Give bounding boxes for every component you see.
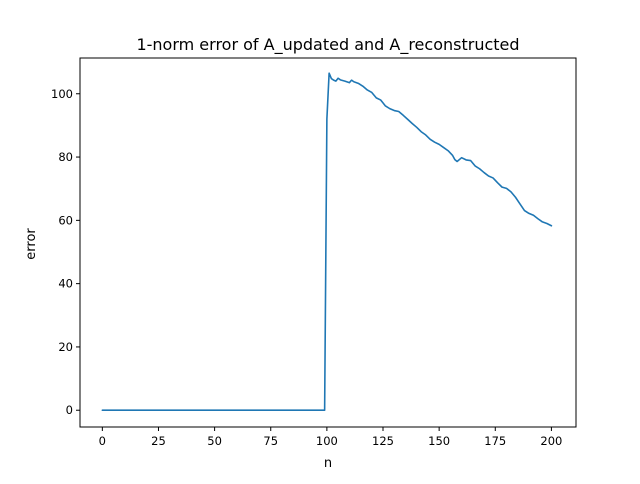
axes-frame <box>79 57 577 428</box>
y-tick-label: 80 <box>58 150 73 164</box>
x-tick-label: 200 <box>540 434 562 448</box>
x-tick-label: 150 <box>428 434 450 448</box>
y-tick-label: 40 <box>58 277 73 291</box>
x-tick-label: 25 <box>151 434 166 448</box>
x-tick-label: 50 <box>207 434 222 448</box>
y-tick-label: 20 <box>58 340 73 354</box>
y-tick-label: 0 <box>66 403 73 417</box>
series-line <box>101 72 553 412</box>
x-axis-label: n <box>324 456 332 471</box>
x-tick-label: 175 <box>484 434 506 448</box>
y-tick-label: 100 <box>51 87 73 101</box>
x-tick-label: 100 <box>316 434 338 448</box>
y-axis-label: error <box>24 228 39 260</box>
axis-ticks: 0 25 50 75 100 125 150 175 200 0 20 40 60 80 100 <box>51 87 562 448</box>
x-tick-label: 75 <box>263 434 278 448</box>
y-tick-label: 60 <box>58 213 73 227</box>
chart-title: 1-norm error of A_updated and A_reconstr… <box>136 35 519 55</box>
x-tick-label: 0 <box>99 434 106 448</box>
x-tick-label: 125 <box>372 434 394 448</box>
plot-area <box>101 72 553 412</box>
